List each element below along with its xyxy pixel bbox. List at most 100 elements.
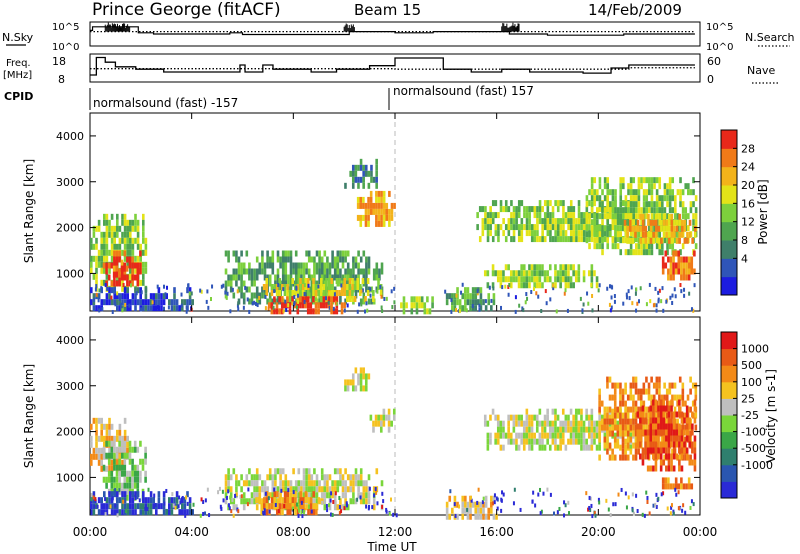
heatmap-cell — [640, 243, 643, 250]
heatmap-cell — [306, 308, 310, 315]
heatmap-cell — [144, 497, 148, 504]
heatmap-speckle — [248, 309, 251, 314]
heatmap-cell — [689, 207, 693, 214]
heatmap-cell — [365, 498, 368, 505]
heatmap-cell — [593, 420, 596, 427]
heatmap-cell — [113, 491, 116, 498]
heatmap-cell — [134, 213, 137, 220]
heatmap-cell — [126, 274, 129, 281]
heatmap-cell — [520, 414, 523, 421]
heatmap-cell — [415, 308, 419, 315]
heatmap-cell — [538, 438, 542, 445]
heatmap-speckle — [163, 501, 166, 506]
heatmap-speckle — [295, 502, 298, 507]
heatmap-speckle — [98, 288, 101, 293]
heatmap-cell — [128, 452, 132, 459]
time-tick-label: 08:00 — [276, 525, 311, 539]
heatmap-cell — [623, 225, 627, 232]
heatmap-cell — [574, 426, 578, 433]
heatmap-cell — [364, 164, 368, 171]
heatmap-cell — [522, 270, 526, 277]
heatmap-cell — [344, 480, 347, 487]
heatmap-cell — [359, 202, 363, 209]
heatmap-cell — [655, 412, 659, 419]
heatmap-cell — [286, 509, 290, 516]
heatmap-cell — [608, 426, 612, 433]
heatmap-cell — [278, 308, 281, 315]
heatmap-cell — [113, 476, 116, 483]
colorbar-tick-label: 12 — [741, 216, 755, 229]
heatmap-cell — [650, 183, 654, 190]
heatmap-cell — [136, 446, 140, 453]
heatmap-cell — [567, 218, 570, 225]
heatmap-cell — [575, 230, 578, 237]
nave-tick-bottom: 0 — [707, 73, 714, 86]
heatmap-cell — [543, 432, 547, 439]
heatmap-cell — [271, 486, 275, 493]
heatmap-cell — [572, 224, 576, 231]
heatmap-cell — [224, 492, 228, 499]
heatmap-speckle — [376, 289, 379, 294]
heatmap-speckle — [111, 309, 114, 314]
heatmap-cell — [632, 430, 635, 437]
colorbar-swatch — [721, 365, 737, 383]
heatmap-cell — [372, 296, 375, 302]
heatmap-cell — [641, 213, 645, 220]
heatmap-cell — [377, 220, 381, 227]
heatmap-cell — [666, 213, 669, 220]
heatmap-cell — [682, 268, 686, 275]
heatmap-cell — [662, 213, 666, 220]
heatmap-cell — [155, 509, 158, 516]
heatmap-cell — [622, 177, 625, 184]
heatmap-cell — [489, 414, 492, 421]
heatmap-cell — [289, 256, 293, 263]
heatmap-cell — [648, 177, 651, 184]
heatmap-cell — [577, 270, 581, 277]
heatmap-cell — [92, 453, 96, 460]
heatmap-cell — [628, 225, 632, 232]
heatmap-cell — [611, 408, 614, 415]
heatmap-cell — [644, 441, 647, 448]
heatmap-cell — [469, 293, 472, 300]
heatmap-cell — [606, 225, 610, 232]
heatmap-cell — [188, 299, 192, 306]
heatmap-cell — [100, 435, 103, 442]
heatmap-cell — [636, 435, 640, 442]
heatmap-cell — [616, 430, 620, 437]
heatmap-cell — [556, 206, 560, 213]
heatmap-cell — [658, 195, 662, 202]
heatmap-cell — [609, 207, 612, 214]
heatmap-cell — [477, 501, 480, 508]
heatmap-cell — [356, 196, 360, 203]
heatmap-cell — [691, 447, 694, 454]
heatmap-cell — [654, 417, 658, 424]
heatmap-cell — [336, 468, 340, 475]
heatmap-cell — [331, 492, 334, 499]
heatmap-cell — [658, 249, 662, 256]
heatmap-cell — [361, 278, 365, 284]
heatmap-cell — [551, 438, 555, 445]
heatmap-cell — [614, 189, 617, 196]
heatmap-cell — [152, 299, 155, 306]
heatmap-cell — [598, 231, 602, 238]
heatmap-cell — [657, 417, 660, 424]
heatmap-cell — [525, 438, 529, 445]
heatmap-speckle — [671, 300, 674, 305]
heatmap-speckle — [255, 301, 258, 306]
heatmap-cell — [120, 446, 124, 453]
heatmap-cell — [188, 503, 192, 510]
heatmap-cell — [572, 438, 575, 445]
heatmap-speckle — [284, 299, 287, 304]
heatmap-cell — [530, 432, 534, 439]
heatmap-speckle — [368, 486, 371, 491]
heatmap-cell — [149, 509, 153, 516]
heatmap-cell — [309, 503, 313, 510]
heatmap-cell — [665, 418, 669, 425]
heatmap-speckle — [100, 286, 103, 291]
heatmap-cell — [330, 284, 334, 290]
heatmap-speckle — [380, 305, 383, 310]
heatmap-cell — [681, 207, 685, 214]
heatmap-speckle — [646, 499, 649, 504]
heatmap-cell — [289, 262, 293, 269]
heatmap-cell — [110, 262, 114, 269]
